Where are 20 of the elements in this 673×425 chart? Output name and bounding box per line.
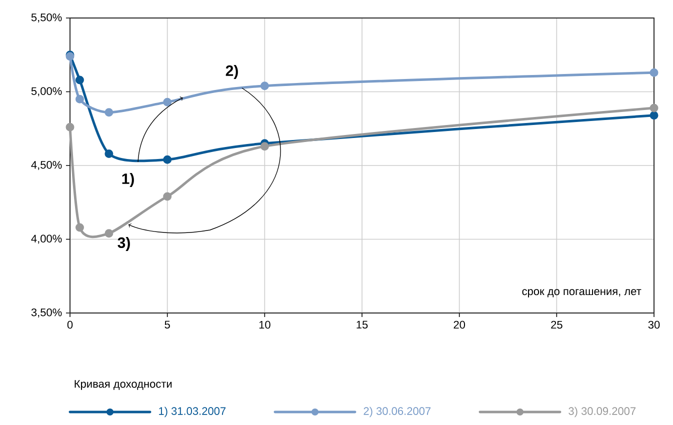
y-tick-label: 4,50% bbox=[31, 160, 62, 170]
annotation: 1) bbox=[122, 173, 134, 187]
x-axis-title: срок до погашения, лет bbox=[522, 289, 642, 298]
y-tick-label: 5,50% bbox=[31, 13, 62, 23]
x-tick-label: 20 bbox=[454, 320, 466, 329]
text: 2) 30.06.2007 bbox=[364, 406, 431, 418]
legend-title: Кривая доходности bbox=[74, 380, 172, 390]
x-tick-label: 10 bbox=[259, 320, 270, 329]
text: 1) 31.03.2007 bbox=[159, 406, 226, 418]
x-tick-label: 15 bbox=[356, 320, 368, 329]
annotation: 2) bbox=[226, 65, 238, 79]
text: 3) 30.09.2007 bbox=[568, 406, 636, 418]
annotation: 3) bbox=[118, 237, 130, 251]
y-tick-label: 4,00% bbox=[31, 234, 62, 244]
y-tick-label: 5,00% bbox=[31, 87, 62, 96]
x-tick-label: 30 bbox=[648, 320, 660, 329]
x-tick-label: 5 bbox=[164, 320, 170, 329]
x-tick-label: 25 bbox=[551, 320, 562, 329]
y-tick-label: 3,50% bbox=[31, 308, 62, 318]
x-tick-label: 0 bbox=[67, 320, 73, 329]
